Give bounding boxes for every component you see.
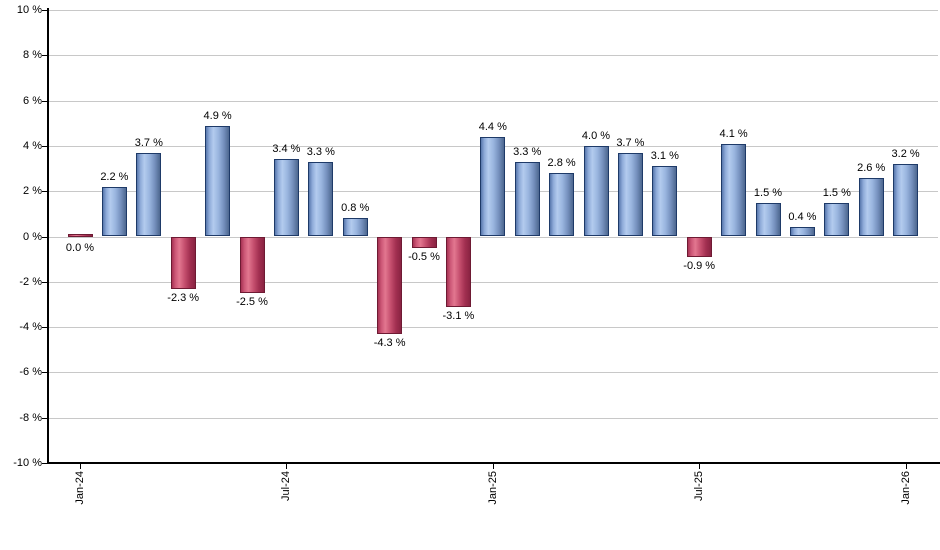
y-axis-tick-mark	[42, 282, 47, 283]
bar-value-label: 2.8 %	[547, 157, 576, 170]
bar-value-label: 4.1 %	[719, 127, 748, 140]
bar-value-label: 3.3 %	[513, 145, 542, 158]
x-axis-tick-mark	[699, 464, 700, 469]
bar-value-label: 1.5 %	[822, 186, 851, 199]
y-axis-tick-mark	[42, 146, 47, 147]
bar-value-label: -2.5 %	[236, 296, 268, 309]
bar-positive	[136, 152, 162, 237]
bar-positive	[652, 166, 678, 237]
bar-value-label: 0.0 %	[65, 241, 95, 254]
y-axis-tick-label: 4 %	[23, 140, 42, 152]
gridline	[48, 372, 938, 373]
gridline	[48, 327, 938, 328]
y-axis-tick-mark	[42, 463, 47, 464]
bar-positive	[101, 186, 127, 237]
x-axis-tick-label: Jan-25	[487, 471, 499, 505]
y-axis-tick-mark	[42, 101, 47, 102]
bar-positive	[789, 227, 815, 237]
bar-positive	[549, 173, 575, 237]
bar-positive	[858, 177, 884, 237]
gridline	[48, 237, 938, 238]
x-axis-line	[47, 462, 940, 464]
bar-value-label: 4.4 %	[478, 120, 507, 133]
y-axis-tick-label: 6 %	[23, 95, 42, 107]
bar-positive	[342, 218, 368, 237]
y-axis-line	[47, 8, 49, 464]
bar-value-label: 1.5 %	[753, 186, 783, 199]
bar-value-label: 0.8 %	[341, 202, 370, 215]
bar-value-label: 3.7 %	[616, 136, 645, 149]
x-axis-tick-mark	[906, 464, 907, 469]
y-axis-tick-mark	[42, 55, 47, 56]
y-axis-tick-mark	[42, 372, 47, 373]
bar-value-label: 3.7 %	[134, 136, 163, 149]
x-axis-tick-mark	[493, 464, 494, 469]
bar-value-label: 3.4 %	[272, 143, 301, 156]
y-axis-tick-label: 0 %	[23, 231, 42, 243]
y-axis-tick-label: 8 %	[23, 49, 42, 61]
x-axis-tick-mark	[80, 464, 81, 469]
bar-positive	[514, 161, 540, 237]
y-axis-tick-label: -2 %	[19, 276, 42, 288]
bar-value-label: -3.1 %	[442, 309, 475, 322]
gridline	[48, 10, 938, 11]
y-axis-tick-mark	[42, 418, 47, 419]
y-axis-tick-label: -4 %	[19, 321, 42, 333]
bar-positive	[205, 125, 231, 237]
bar-positive	[755, 202, 781, 237]
y-axis-tick-label: 10 %	[16, 4, 42, 16]
bar-value-label: 4.9 %	[203, 109, 232, 122]
y-axis-tick-mark	[42, 327, 47, 328]
bar-value-label: 2.6 %	[857, 161, 886, 174]
bar-value-label: 3.1 %	[650, 150, 679, 163]
bar-positive	[273, 159, 299, 237]
bar-negative	[170, 236, 196, 289]
x-axis-tick-mark	[286, 464, 287, 469]
bar-positive	[480, 136, 506, 237]
bar-value-label: -4.3 %	[373, 336, 406, 349]
bar-value-label: -0.5 %	[408, 250, 440, 263]
y-axis-tick-label: -8 %	[19, 412, 42, 424]
y-axis-tick-mark	[42, 237, 47, 238]
y-axis-tick-mark	[42, 10, 47, 11]
gridline	[48, 55, 938, 56]
bar-positive	[308, 161, 334, 237]
gridline	[48, 101, 938, 102]
y-axis-tick-label: -10 %	[13, 457, 42, 469]
gridline	[48, 418, 938, 419]
x-axis-tick-label: Jan-26	[900, 471, 912, 505]
x-axis-tick-label: Jul-24	[280, 471, 292, 501]
bar-value-label: 2.2 %	[100, 170, 129, 183]
y-axis-tick-label: -6 %	[19, 366, 42, 378]
bar-positive	[617, 152, 643, 237]
bar-value-label: 3.2 %	[891, 148, 920, 161]
bar-value-label: 4.0 %	[581, 129, 611, 142]
bar-negative	[411, 236, 437, 248]
bar-value-label: -0.9 %	[683, 259, 716, 272]
bar-negative	[445, 236, 471, 307]
bar-positive	[824, 202, 850, 237]
bar-negative	[67, 233, 93, 237]
bar-value-label: 3.3 %	[306, 145, 335, 158]
x-axis-tick-label: Jan-24	[74, 471, 86, 505]
bar-positive	[893, 164, 919, 237]
y-axis-tick-mark	[42, 191, 47, 192]
bar-negative	[239, 236, 265, 294]
bar-positive	[721, 143, 747, 237]
bar-negative	[686, 236, 712, 257]
x-axis-tick-label: Jul-25	[693, 471, 705, 501]
bar-value-label: 0.4 %	[788, 211, 817, 224]
gridline	[48, 282, 938, 283]
bar-negative	[377, 236, 403, 334]
bar-positive	[583, 145, 609, 237]
y-axis-tick-label: 2 %	[23, 185, 42, 197]
bar-value-label: -2.3 %	[167, 291, 200, 304]
